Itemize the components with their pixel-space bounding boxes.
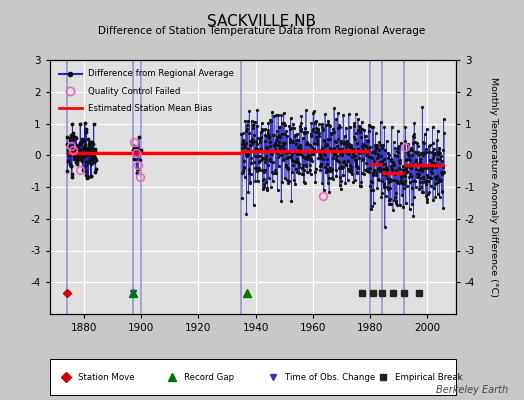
Text: Berkeley Earth: Berkeley Earth	[436, 385, 508, 395]
Text: Estimated Station Mean Bias: Estimated Station Mean Bias	[88, 104, 212, 113]
Text: SACKVILLE,NB: SACKVILLE,NB	[208, 14, 316, 29]
FancyBboxPatch shape	[50, 359, 456, 395]
Text: Record Gap: Record Gap	[184, 373, 234, 382]
Text: Time of Obs. Change: Time of Obs. Change	[285, 373, 376, 382]
Text: Difference from Regional Average: Difference from Regional Average	[88, 69, 234, 78]
Y-axis label: Monthly Temperature Anomaly Difference (°C): Monthly Temperature Anomaly Difference (…	[489, 77, 498, 297]
Text: Station Move: Station Move	[78, 373, 135, 382]
Text: Empirical Break: Empirical Break	[395, 373, 463, 382]
Text: Quality Control Failed: Quality Control Failed	[88, 86, 180, 96]
Text: Difference of Station Temperature Data from Regional Average: Difference of Station Temperature Data f…	[99, 26, 425, 36]
